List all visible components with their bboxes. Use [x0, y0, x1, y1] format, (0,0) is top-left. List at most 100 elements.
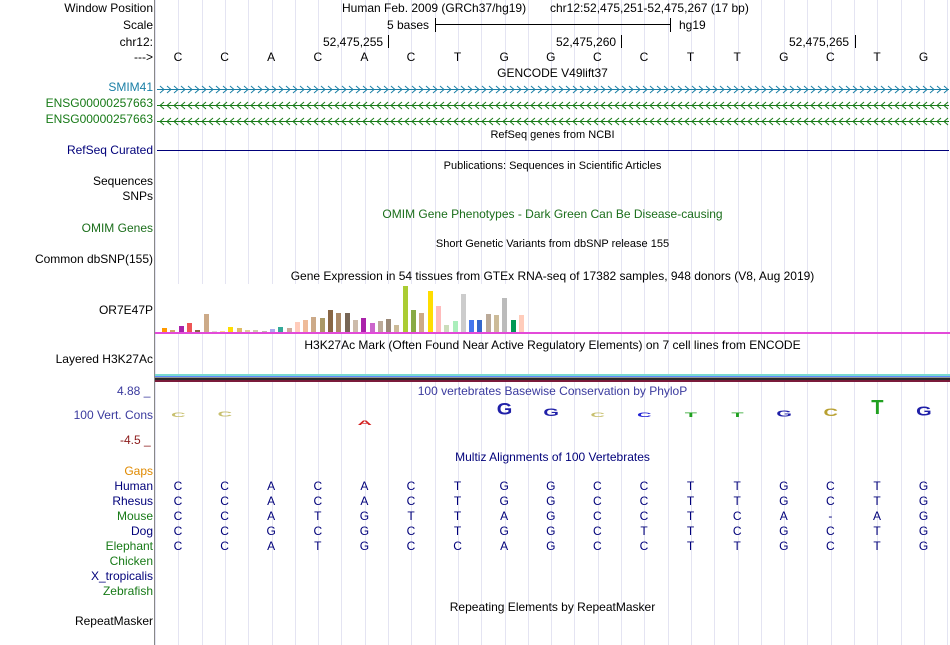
strand-chevron — [187, 85, 193, 94]
strand-chevron — [495, 85, 501, 94]
species-label[interactable]: Zebrafish — [102, 584, 153, 598]
h3k27ac-signal[interactable] — [155, 374, 950, 382]
gtex-bar[interactable] — [518, 315, 524, 332]
species-label[interactable]: X_tropicalis — [90, 569, 153, 583]
strand-chevron — [320, 85, 326, 94]
strand-chevron — [908, 117, 914, 126]
gtex-bar[interactable] — [328, 310, 333, 332]
phylop-label[interactable]: 100 Vert. Cons — [73, 408, 153, 422]
strand-chevron — [166, 117, 172, 126]
gtex-bar[interactable] — [377, 321, 383, 332]
gtex-bar[interactable] — [469, 320, 475, 332]
gtex-bar[interactable] — [269, 329, 275, 332]
strand-chevron — [866, 117, 872, 126]
species-label[interactable]: Mouse — [116, 509, 153, 523]
gtex-bar[interactable] — [253, 330, 259, 332]
gtex-bar[interactable] — [228, 327, 234, 332]
strand-chevron — [593, 85, 599, 94]
strand-chevron — [432, 101, 438, 110]
ref-base: C — [220, 50, 229, 64]
gtex-bar[interactable] — [245, 330, 250, 332]
species-label[interactable]: Chicken — [109, 554, 153, 568]
gene-label-ensg-1[interactable]: ENSG00000257663 — [45, 96, 153, 110]
gtex-bar[interactable] — [402, 286, 408, 332]
species-label[interactable]: Elephant — [105, 539, 153, 553]
scale-text: 5 bases — [387, 18, 430, 32]
gtex-bar-chart[interactable] — [160, 284, 530, 332]
gtex-bar[interactable] — [311, 317, 317, 332]
refseq-label[interactable]: RefSeq Curated — [66, 143, 153, 157]
ref-base: G — [499, 50, 509, 64]
refseq-line[interactable] — [157, 150, 949, 151]
snps-label[interactable]: SNPs — [122, 189, 153, 203]
strand-chevron — [481, 117, 487, 126]
gtex-label[interactable]: OR7E47P — [98, 303, 153, 317]
strand-chevron — [166, 85, 172, 94]
strand-chevron — [488, 101, 494, 110]
strand-chevron — [180, 101, 186, 110]
strand-chevron — [285, 85, 291, 94]
gtex-bar[interactable] — [336, 313, 342, 332]
sequences-label[interactable]: Sequences — [92, 174, 153, 188]
gene-label-smim41[interactable]: SMIM41 — [108, 80, 153, 94]
gtex-bar[interactable] — [261, 331, 267, 332]
strand-chevron — [803, 85, 809, 94]
strand-chevron — [670, 101, 676, 110]
gtex-bar[interactable] — [162, 328, 167, 332]
gtex-bar[interactable] — [352, 320, 358, 332]
gtex-bar[interactable] — [369, 323, 375, 332]
gtex-bar[interactable] — [435, 306, 441, 332]
gtex-bar[interactable] — [494, 315, 499, 332]
omim-label[interactable]: OMIM Genes — [81, 221, 153, 235]
gtex-bar[interactable] — [394, 325, 400, 332]
gtex-bar[interactable] — [303, 320, 309, 332]
gtex-bar[interactable] — [203, 314, 209, 332]
gtex-bar[interactable] — [452, 321, 458, 332]
species-label[interactable]: Dog — [130, 524, 153, 538]
gtex-bar[interactable] — [220, 331, 226, 332]
strand-chevron — [509, 101, 515, 110]
gtex-bar[interactable] — [411, 310, 416, 332]
gtex-bar[interactable] — [344, 313, 350, 332]
gtex-bar[interactable] — [502, 298, 508, 332]
phylop-logo[interactable]: C C A G G C C T T G C T G — [155, 398, 950, 443]
strand-chevron — [677, 101, 683, 110]
dbsnp-label[interactable]: Common dbSNP(155) — [34, 252, 153, 266]
gtex-bar[interactable] — [211, 331, 217, 332]
gtex-bar[interactable] — [286, 328, 292, 332]
gtex-bar[interactable] — [419, 313, 425, 332]
h3k27ac-label[interactable]: Layered H3K27Ac — [55, 352, 153, 366]
strand-chevron — [733, 85, 739, 94]
alignment-base: C — [173, 524, 183, 538]
gtex-bar[interactable] — [386, 319, 392, 332]
gtex-bar[interactable] — [427, 291, 433, 332]
alignment-base: C — [220, 524, 229, 538]
gtex-bar[interactable] — [361, 318, 367, 332]
gtex-bar[interactable] — [178, 326, 184, 332]
gtex-bar[interactable] — [485, 314, 491, 332]
smim41-gene-track[interactable] — [157, 83, 949, 94]
gtex-bar[interactable] — [477, 320, 483, 332]
gene-label-ensg-2[interactable]: ENSG00000257663 — [45, 112, 153, 126]
gtex-bar[interactable] — [444, 325, 450, 332]
strand-chevron — [222, 101, 228, 110]
repeatmasker-label[interactable]: RepeatMasker — [74, 614, 153, 628]
gtex-bar[interactable] — [278, 327, 284, 332]
gtex-bar[interactable] — [170, 330, 176, 332]
species-label[interactable]: Rhesus — [112, 494, 153, 508]
gtex-bar[interactable] — [294, 322, 300, 332]
species-label[interactable]: Human — [114, 479, 153, 493]
ensg-gene-track-2[interactable] — [157, 115, 949, 126]
strand-chevron — [600, 101, 606, 110]
gtex-bar[interactable] — [460, 294, 466, 332]
ensg-gene-track-1[interactable] — [157, 99, 949, 110]
gtex-bar[interactable] — [186, 323, 192, 332]
gtex-bar[interactable] — [319, 318, 325, 332]
gtex-bar[interactable] — [195, 330, 201, 332]
gtex-bar[interactable] — [236, 328, 242, 332]
gtex-bar[interactable] — [510, 320, 516, 332]
strand-chevron — [558, 117, 564, 126]
position-readout[interactable]: chr12:52,475,251-52,475,267 (17 bp) — [550, 1, 749, 15]
gaps-label[interactable]: Gaps — [124, 464, 153, 478]
strand-chevron — [901, 85, 907, 94]
